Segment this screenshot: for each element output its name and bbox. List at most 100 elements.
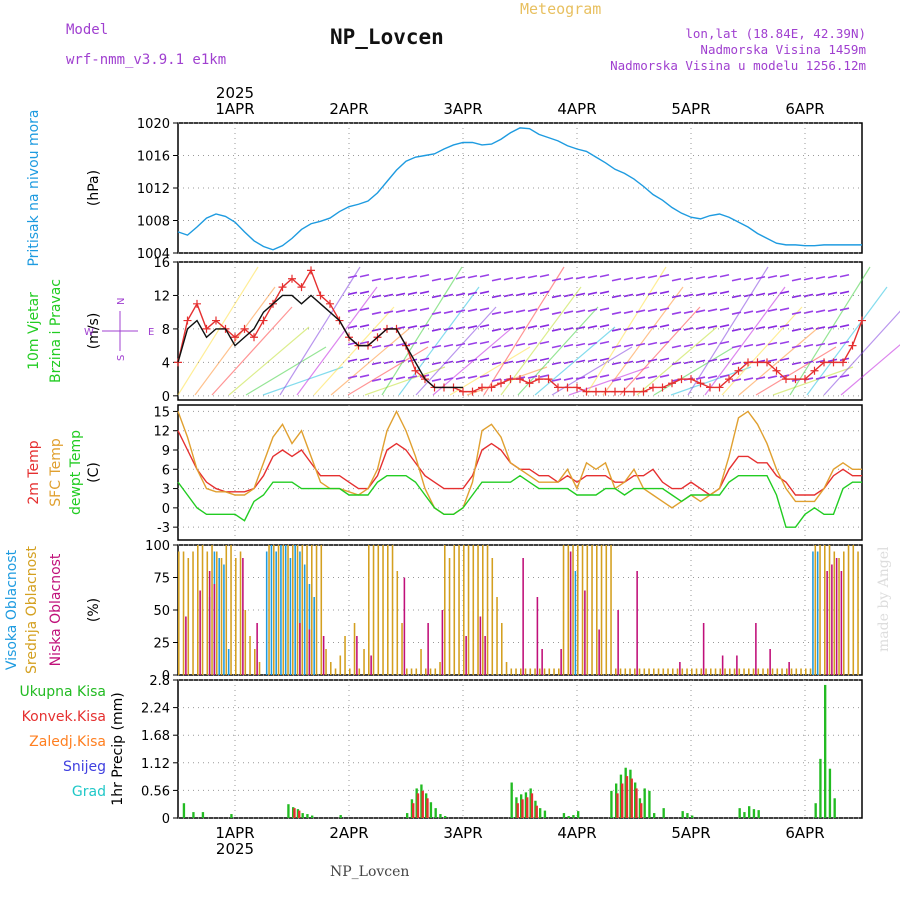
temperature-side-label: 2m Temp <box>26 440 42 504</box>
wind-speed-point <box>525 379 534 388</box>
wind-arrow <box>347 358 358 363</box>
cloud-bar <box>572 545 574 675</box>
wind-barb-streak <box>262 366 344 396</box>
cloud-bar <box>653 668 655 675</box>
wind-arrow <box>647 375 658 379</box>
wind-arrow <box>827 325 838 329</box>
cloud-bar <box>586 545 589 675</box>
wind-arrow <box>647 274 658 279</box>
wind-arrow <box>779 374 790 378</box>
cloud-bar <box>308 629 311 675</box>
compass-n-label: N <box>116 298 127 305</box>
cloud-bar <box>809 668 812 675</box>
wind-arrow <box>479 357 490 362</box>
cloud-bar <box>790 668 793 675</box>
wind-arrow <box>491 328 502 332</box>
wind-arrow <box>815 326 826 330</box>
wind-speed-point <box>250 333 258 342</box>
wind-arrow <box>635 292 646 297</box>
precip-bar <box>624 767 627 818</box>
cloud-bar <box>270 545 273 675</box>
elevation-label: Nadmorska Visina 1459m <box>700 42 866 57</box>
cloud-bar <box>465 636 467 675</box>
cloud-bar <box>771 668 774 675</box>
wind-barb-streak <box>806 286 888 396</box>
cloud-bar <box>249 636 251 675</box>
precip-bar <box>748 806 751 818</box>
cloud-bar <box>828 545 831 675</box>
wind-arrow <box>827 291 838 296</box>
wind-arrow <box>731 378 742 382</box>
wind-arrow <box>443 377 454 381</box>
wind-arrow <box>587 375 598 379</box>
wind-arrow <box>539 290 550 295</box>
cloud-bar <box>284 545 287 675</box>
wind-arrow <box>407 375 418 379</box>
wind-barb-streak <box>840 344 900 396</box>
wind-speed-point <box>791 375 800 384</box>
cloud-bar <box>755 623 757 675</box>
cloud-bar <box>496 597 498 675</box>
wind-speed-point <box>715 383 724 392</box>
cloud-bar <box>296 545 299 675</box>
cloud-bar <box>244 610 247 675</box>
wind-arrow <box>719 273 730 278</box>
wind-arrow <box>563 343 574 348</box>
wind-barb-streak <box>772 366 854 396</box>
wind-arrow <box>611 311 622 315</box>
wind-arrow <box>635 359 646 364</box>
wind-speed-point <box>316 291 325 300</box>
footer-station: NP_Lovcen <box>330 864 409 880</box>
cloud-bar <box>643 668 646 675</box>
wind-arrow <box>551 294 562 299</box>
wind-arrow <box>467 341 478 346</box>
cloud-bar <box>786 668 788 675</box>
wind-arrow <box>371 328 382 332</box>
cloud-bar <box>767 668 769 675</box>
cloud-bar <box>201 545 204 675</box>
wind-speed-point <box>858 316 866 325</box>
precip-bar <box>638 798 642 818</box>
precip-bar <box>814 803 817 818</box>
wind-barb-streak <box>313 306 395 396</box>
wind-arrow <box>743 343 754 348</box>
wind-speed-point <box>478 383 486 392</box>
cloud-bar <box>427 623 429 675</box>
wind-arrow <box>479 307 490 311</box>
cloud-bar <box>211 545 213 675</box>
wind-barb-streak <box>381 266 463 396</box>
precip-bar <box>630 778 633 818</box>
precip-bar <box>520 794 523 818</box>
temperature-ytick-label: 0 <box>162 502 170 517</box>
cloud-bar <box>619 668 622 675</box>
wind-arrow <box>359 273 370 278</box>
wind-arrow <box>467 308 478 312</box>
cloud-bar <box>548 668 551 675</box>
wind-arrow <box>551 378 562 382</box>
cloud-bar <box>227 649 230 675</box>
cloud-bar <box>353 623 356 675</box>
cloud-bar <box>448 558 451 675</box>
wind-speed-point <box>677 375 686 384</box>
cloud-bar <box>738 668 741 675</box>
cloud-bar <box>315 545 318 675</box>
precip-bar <box>534 800 537 818</box>
wind-speed-point <box>326 299 334 308</box>
cloud-bar <box>334 668 337 675</box>
cloud-bar <box>805 668 807 675</box>
precip-bar <box>439 814 442 818</box>
precip-bar <box>819 758 822 818</box>
cloud-bar <box>325 649 327 675</box>
cloud-bar <box>824 545 826 675</box>
wind-speed-point <box>174 358 182 367</box>
wind-barb-streak <box>177 266 259 396</box>
wind-arrow <box>791 294 802 299</box>
cloud-bar <box>541 649 543 675</box>
wind-arrow <box>731 361 742 366</box>
wind-arrow <box>731 277 742 282</box>
wind-barb-streak <box>636 326 718 396</box>
wind-arrow <box>515 326 526 330</box>
wind-speed-point <box>696 379 705 388</box>
wind-arrow <box>803 276 814 281</box>
wind-arrow <box>647 291 658 296</box>
